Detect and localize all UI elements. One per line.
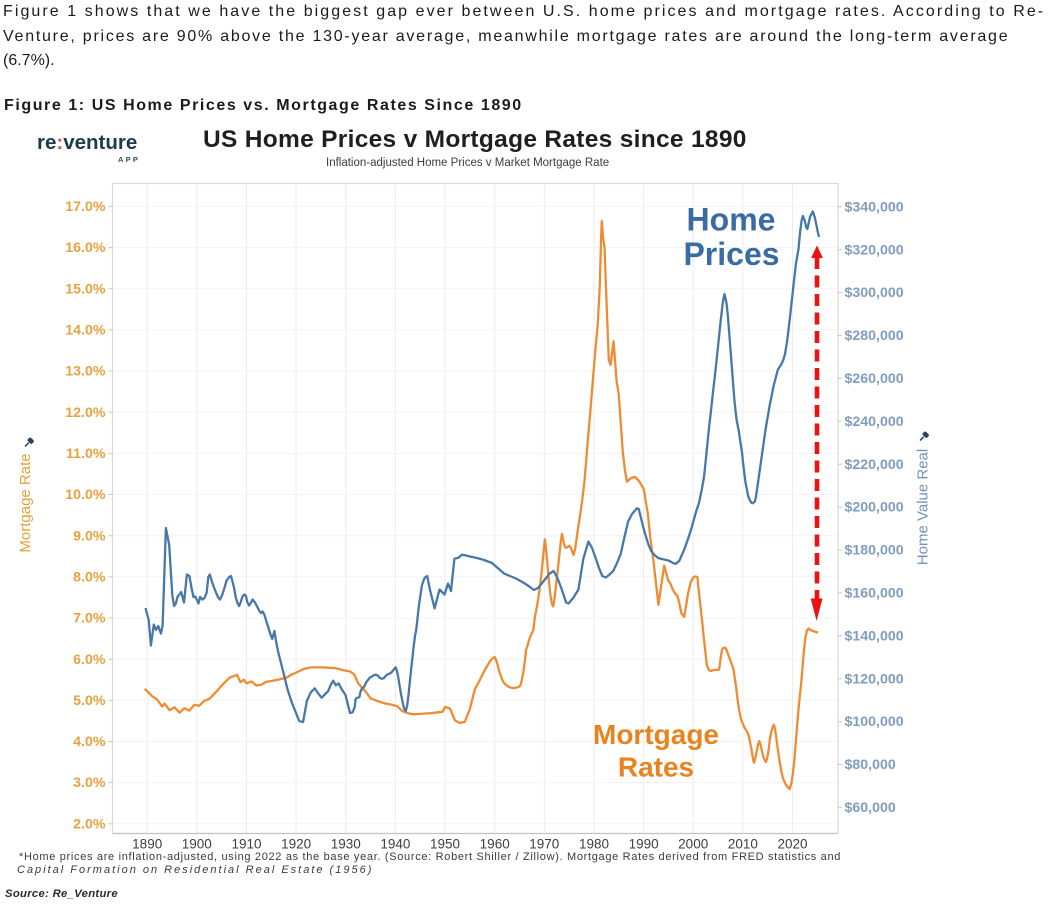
svg-text:11.0%: 11.0%: [66, 446, 106, 462]
svg-text:2.0%: 2.0%: [73, 816, 106, 832]
svg-text:$260,000: $260,000: [845, 371, 904, 387]
svg-text:13.0%: 13.0%: [65, 364, 106, 380]
svg-text:1960: 1960: [480, 837, 510, 852]
svg-text:$180,000: $180,000: [845, 543, 904, 559]
svg-text:2010: 2010: [728, 837, 758, 852]
svg-text:2000: 2000: [678, 837, 708, 852]
svg-text:1920: 1920: [281, 837, 311, 852]
svg-text:1900: 1900: [182, 837, 212, 852]
svg-text:1990: 1990: [629, 837, 659, 852]
svg-text:12.0%: 12.0%: [65, 405, 106, 421]
svg-text:$160,000: $160,000: [845, 586, 904, 602]
svg-text:Rates: Rates: [618, 752, 694, 783]
svg-text:9.0%: 9.0%: [73, 528, 106, 544]
svg-text:15.0%: 15.0%: [65, 281, 106, 297]
svg-text:Mortgage Rate: Mortgage Rate: [17, 453, 34, 552]
svg-text:4.0%: 4.0%: [73, 734, 106, 750]
svg-text:3.0%: 3.0%: [73, 775, 106, 791]
svg-text:7.0%: 7.0%: [73, 611, 106, 627]
svg-text:6.0%: 6.0%: [73, 652, 106, 668]
svg-text:$280,000: $280,000: [845, 328, 904, 344]
svg-text:16.0%: 16.0%: [65, 240, 106, 256]
svg-text:1940: 1940: [380, 837, 410, 852]
svg-text:$300,000: $300,000: [845, 285, 904, 301]
svg-text:17.0%: 17.0%: [65, 199, 106, 215]
svg-text:10.0%: 10.0%: [65, 487, 106, 503]
svg-text:Home Value Real: Home Value Real: [915, 449, 932, 565]
svg-text:1890: 1890: [132, 837, 162, 852]
svg-text:1980: 1980: [579, 837, 609, 852]
svg-text:$340,000: $340,000: [845, 199, 904, 215]
svg-text:2020: 2020: [777, 837, 807, 852]
svg-text:$220,000: $220,000: [845, 457, 904, 473]
svg-text:1910: 1910: [231, 837, 261, 852]
svg-text:$120,000: $120,000: [845, 671, 904, 687]
svg-text:$200,000: $200,000: [845, 500, 904, 516]
svg-text:$140,000: $140,000: [845, 628, 904, 644]
svg-text:5.0%: 5.0%: [73, 693, 106, 709]
svg-text:1930: 1930: [331, 837, 361, 852]
svg-text:Mortgage: Mortgage: [593, 719, 719, 750]
svg-text:1950: 1950: [430, 837, 460, 852]
svg-text:$80,000: $80,000: [845, 757, 896, 773]
svg-text:1970: 1970: [529, 837, 559, 852]
svg-text:$320,000: $320,000: [845, 242, 904, 258]
svg-text:$100,000: $100,000: [845, 714, 904, 730]
svg-text:$60,000: $60,000: [845, 800, 896, 816]
svg-text:Prices: Prices: [683, 236, 779, 272]
svg-text:Home: Home: [687, 202, 776, 238]
svg-text:$240,000: $240,000: [845, 414, 904, 430]
svg-text:14.0%: 14.0%: [65, 323, 106, 339]
svg-text:8.0%: 8.0%: [73, 569, 106, 585]
